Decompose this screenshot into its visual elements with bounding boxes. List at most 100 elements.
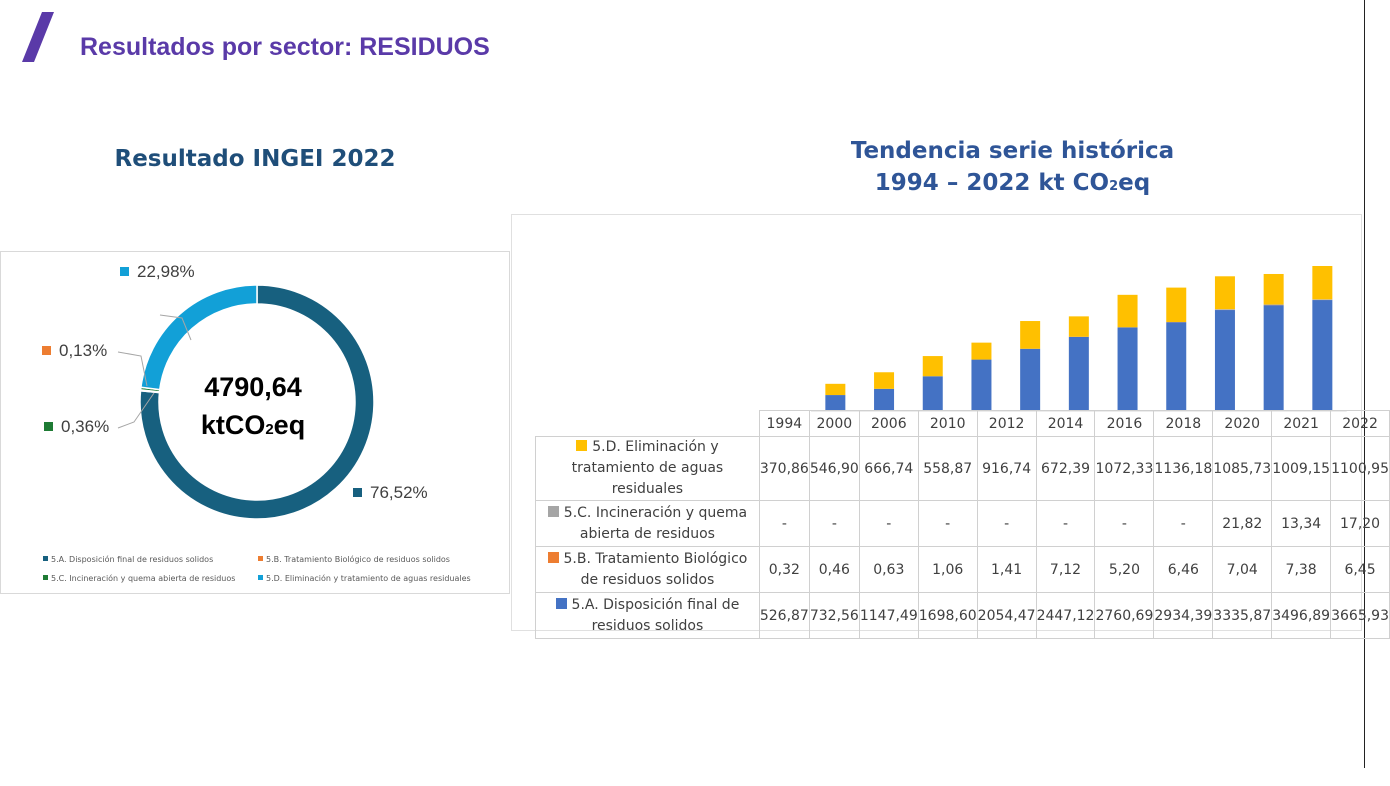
bar-segment-2010-0	[971, 342, 992, 360]
table-corner	[535, 410, 760, 437]
bar-segment-2000-0	[874, 372, 895, 389]
chart-data-table: 1994 2000 2006 2010 2012 2014 2016 2018 2020 2021…	[535, 410, 1390, 639]
donut-data-label-5a: 76,52%	[353, 483, 428, 503]
tick-label-2012: 2012	[976, 410, 1037, 437]
bar-segment-1994-3	[825, 395, 846, 411]
unit-suffix: eq	[273, 410, 306, 440]
series-swatch	[547, 551, 559, 563]
tick-label-2014: 2014	[1035, 410, 1096, 437]
donut-data-label-5d: 22,98%	[120, 262, 195, 282]
data-label-2020: 21,82	[1212, 500, 1273, 547]
bar-segment-2014-0	[1068, 316, 1089, 337]
table-row: 5.B. Tratamiento Biológico de residuos s…	[535, 546, 1390, 593]
tick-label-2022: 2022	[1330, 410, 1390, 437]
series-label: 5.A. Disposición final de residuos solid…	[535, 592, 760, 639]
bar-segment-2012-3	[1020, 348, 1041, 411]
label-swatch	[120, 267, 129, 276]
bar-segment-2018-3	[1166, 322, 1187, 411]
bar-segment-2016-3	[1117, 327, 1138, 411]
data-label-2010: 558,87	[917, 436, 978, 501]
series-swatch	[576, 440, 588, 451]
data-label-2006: -	[858, 500, 919, 547]
donut-data-label-5b: 0,13%	[42, 341, 107, 361]
tick-label-2018: 2018	[1153, 410, 1214, 437]
trend-heading-suffix: eq	[1118, 170, 1151, 196]
table-row: 5.A. Disposición final de residuos solid…	[535, 592, 1390, 639]
data-label-2000: 0,46	[808, 546, 860, 593]
legend-swatch	[43, 575, 48, 580]
data-label-2000: -	[808, 500, 860, 547]
series-label: 5.D. Eliminación y tratamiento de aguas …	[535, 436, 760, 501]
data-label-2010: 1,06	[917, 546, 978, 593]
data-label-2006: 1147,49	[858, 592, 919, 639]
data-label-2018: 2934,39	[1153, 592, 1214, 639]
data-label-text: 0,36%	[61, 417, 110, 436]
tick-label-2010: 2010	[917, 410, 978, 437]
legend-swatch	[258, 575, 263, 580]
bar-segment-2006-3	[922, 376, 943, 411]
brand-slash-logo	[22, 12, 54, 62]
page-title: Resultados por sector: RESIDUOS	[80, 33, 490, 61]
slide-edge-divider	[1364, 0, 1365, 768]
tick-label-2016: 2016	[1094, 410, 1155, 437]
trend-heading-line1: Tendencia serie histórica	[850, 138, 1175, 164]
legend-label: 5.B. Tratamiento Biológico de residuos s…	[266, 555, 450, 564]
leader-line-5d	[159, 314, 192, 341]
bar-segment-2010-3	[971, 359, 992, 411]
bar-segment-2000-3	[874, 388, 895, 411]
data-label-2018: 1136,18	[1153, 436, 1214, 501]
bar-segment-2022-0	[1312, 266, 1333, 300]
donut-heading: Resultado INGEI 2022	[114, 146, 396, 172]
tick-label-2021: 2021	[1271, 410, 1332, 437]
data-label-1994: 370,86	[758, 436, 810, 501]
legend-item-5a: 5.A. Disposición final de residuos solid…	[43, 555, 213, 564]
data-label-2012: 2054,47	[976, 592, 1037, 639]
donut-chart	[117, 284, 375, 520]
bar-segment-2021-3	[1263, 305, 1284, 411]
bar-segment-2022-3	[1312, 300, 1333, 411]
legend-label: 5.A. Disposición final de residuos solid…	[51, 555, 214, 564]
bar-segment-2018-0	[1166, 287, 1187, 322]
stacked-bar-chart	[811, 266, 1347, 412]
unit-prefix: ktCO	[200, 410, 266, 440]
bar-segment-2020-0	[1214, 276, 1235, 310]
donut-center-value: 4790,64	[204, 372, 302, 402]
data-label-2018: 6,46	[1153, 546, 1214, 593]
data-label-2016: 1072,33	[1094, 436, 1155, 501]
legend-swatch	[258, 556, 263, 561]
legend-label: 5.C. Incineración y quema abierta de res…	[51, 574, 236, 583]
data-label-2020: 3335,87	[1212, 592, 1273, 639]
data-label-2022: 17,20	[1330, 500, 1390, 547]
data-label-2010: -	[917, 500, 978, 547]
tick-label-2006: 2006	[858, 410, 919, 437]
data-label-2012: -	[976, 500, 1037, 547]
data-label-2021: 13,34	[1271, 500, 1332, 547]
trend-heading-line2: 1994 – 2022 kt CO2eq	[760, 167, 1265, 203]
data-label-2020: 7,04	[1212, 546, 1273, 593]
tick-label-1994: 1994	[758, 410, 810, 437]
data-label-2018: -	[1153, 500, 1214, 547]
series-swatch	[555, 597, 567, 609]
leader-line-5b	[117, 351, 148, 387]
data-label-2016: -	[1094, 500, 1155, 547]
data-label-2022: 1100,95	[1330, 436, 1390, 501]
legend-label: 5.D. Eliminación y tratamiento de aguas …	[266, 574, 471, 583]
data-label-text: 22,98%	[137, 262, 195, 281]
data-label-2022: 6,45	[1330, 546, 1390, 593]
data-label-1994: 0,32	[758, 546, 810, 593]
data-label-text: 76,52%	[370, 483, 428, 502]
data-label-2022: 3665,93	[1330, 592, 1390, 639]
tick-label-2000: 2000	[808, 410, 860, 437]
data-label-2021: 7,38	[1271, 546, 1332, 593]
donut-center-total: 4790,64 ktCO2eq	[183, 368, 323, 449]
legend-item-5c: 5.C. Incineración y quema abierta de res…	[43, 574, 235, 583]
label-swatch	[44, 422, 53, 431]
data-label-2000: 732,56	[808, 592, 860, 639]
series-swatch	[547, 505, 559, 517]
bar-segment-2020-1	[1214, 309, 1235, 310]
trend-heading: Tendencia serie histórica 1994 – 2022 kt…	[760, 135, 1265, 203]
data-label-2010: 1698,60	[917, 592, 978, 639]
data-label-1994: 526,87	[758, 592, 810, 639]
data-label-2016: 2760,69	[1094, 592, 1155, 639]
label-swatch	[42, 346, 51, 355]
